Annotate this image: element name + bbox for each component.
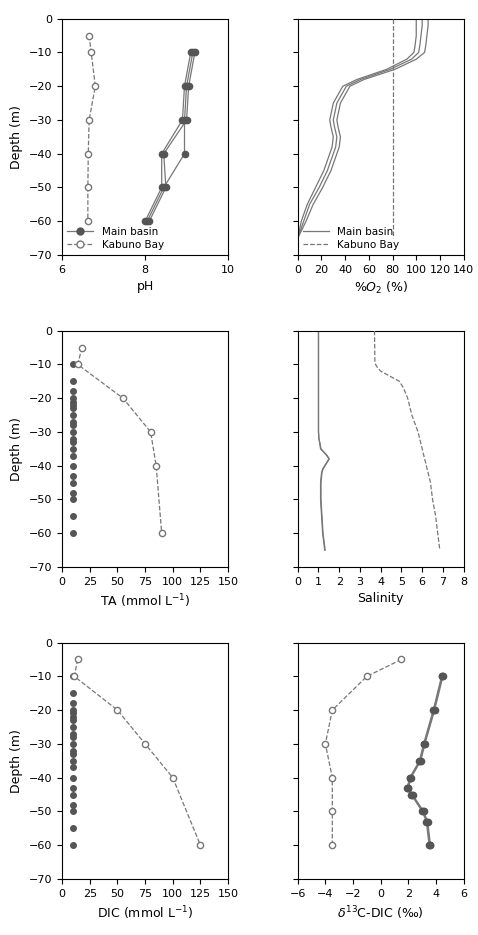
Y-axis label: Depth (m): Depth (m)	[11, 105, 23, 169]
X-axis label: $\%O_2$ (%): $\%O_2$ (%)	[354, 280, 408, 296]
X-axis label: TA (mmol L$^{-1}$): TA (mmol L$^{-1}$)	[100, 592, 190, 610]
X-axis label: DIC (mmol L$^{-1}$): DIC (mmol L$^{-1}$)	[97, 904, 193, 922]
Y-axis label: Depth (m): Depth (m)	[11, 417, 23, 481]
X-axis label: pH: pH	[137, 280, 154, 294]
Y-axis label: Depth (m): Depth (m)	[11, 728, 23, 793]
Legend: Main basin, Kabuno Bay: Main basin, Kabuno Bay	[303, 226, 400, 250]
X-axis label: $\delta^{13}$C-DIC (‰): $\delta^{13}$C-DIC (‰)	[337, 904, 424, 922]
Legend: Main basin, Kabuno Bay: Main basin, Kabuno Bay	[67, 226, 164, 250]
X-axis label: Salinity: Salinity	[358, 592, 404, 605]
